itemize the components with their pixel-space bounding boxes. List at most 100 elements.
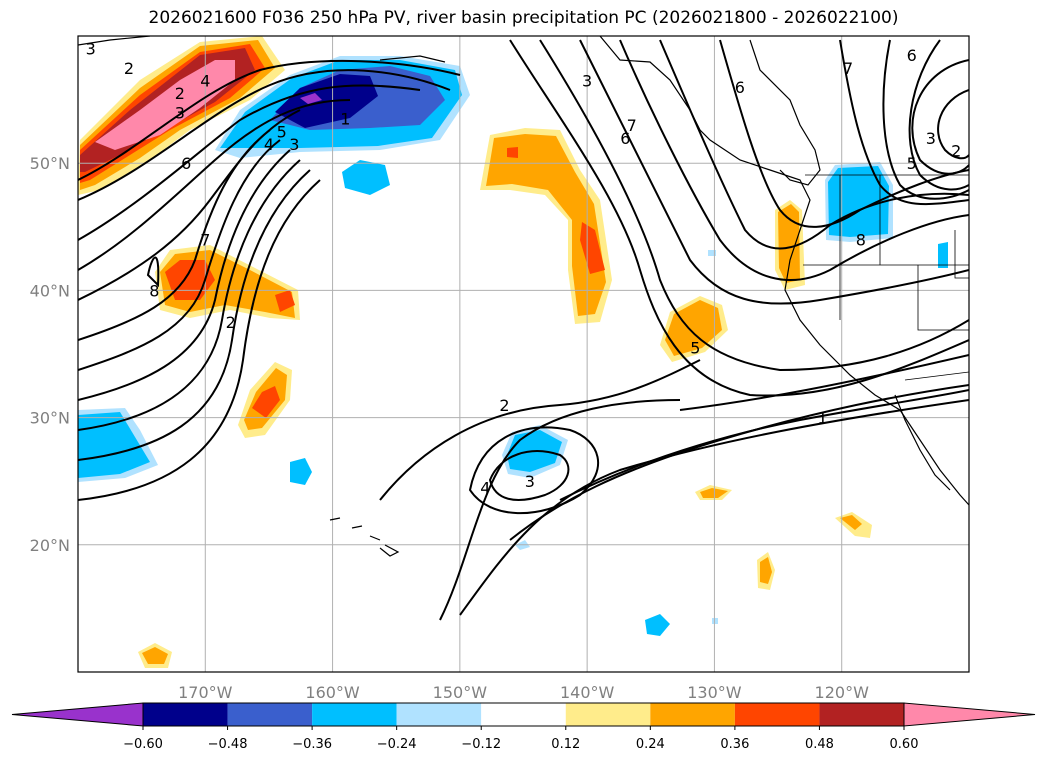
lat-label: 50°N: [30, 154, 70, 173]
pv-contour-label: 1: [340, 110, 350, 129]
lat-label: 30°N: [30, 409, 70, 428]
lon-label: 120°W: [815, 683, 870, 702]
pv-contour-label: 7: [627, 116, 637, 135]
shade-purple: [300, 93, 322, 104]
pv-contour-east-1: [509, 39, 969, 397]
pv-contour-trough-4: [488, 450, 570, 501]
shade-tiny-orange-4b: [142, 647, 168, 664]
shade-west-blue: [78, 412, 150, 478]
pv-contour-east-2: [539, 39, 969, 372]
colorbar-segment: [734, 703, 820, 726]
colorbar-frame: [142, 702, 905, 727]
shade-small-blue-2: [290, 458, 312, 485]
pv-contour-label: 2: [124, 59, 134, 78]
shade-tiny-blue-4: [712, 618, 718, 624]
pv-contour-label: 3: [525, 472, 535, 491]
aleutians: [78, 36, 446, 63]
shade-nw-pink: [95, 60, 235, 150]
pv-contour-d: [78, 99, 351, 271]
pv-contour-b: [78, 69, 451, 201]
pv-contour-ne-closed-2: [937, 89, 969, 160]
alaska-coast: [599, 36, 969, 506]
shade-tiny-orange-3b: [760, 557, 772, 584]
pv-contour-label: 7: [200, 231, 210, 250]
pv-contours: [78, 39, 969, 621]
lon-label: 150°W: [433, 683, 488, 702]
pv-contour-south-4: [679, 354, 969, 411]
hawaii: [329, 517, 400, 557]
map-frame: [77, 35, 970, 673]
lat-label: 40°N: [30, 281, 70, 300]
shade-coast-orange: [778, 204, 800, 283]
colorbar-segment: [650, 703, 735, 726]
colorbar-label: 0.36: [720, 737, 749, 752]
pv-contour-trough-2: [439, 399, 681, 621]
pv-contour-label: 8: [856, 231, 866, 250]
pv-contour-label: 6: [735, 78, 745, 97]
pv-contour-trough-3: [468, 426, 599, 515]
pv-contour-east-6: [719, 39, 969, 228]
pv-contour-east-8: [882, 39, 969, 200]
colorbar-label: −0.12: [461, 737, 501, 752]
colorbar-segment: [227, 703, 313, 726]
colorbar-segment: [312, 703, 397, 726]
lon-label: 130°W: [687, 683, 742, 702]
pv-contour-ne-closed: [911, 59, 969, 175]
colorbar-label: −0.24: [377, 737, 417, 752]
pv-contour-f: [78, 129, 271, 341]
shade-center-red2: [507, 147, 518, 158]
shade-blue-small: [342, 160, 390, 195]
pv-contour-i: [78, 159, 301, 431]
shade-center-orange: [486, 134, 606, 316]
pv-contour-east-3: [579, 39, 969, 305]
coastlines: [78, 36, 969, 557]
pv-contour-label: 1: [818, 409, 828, 428]
pv-contour-j: [78, 169, 311, 461]
pv-contour-label: 3: [175, 103, 185, 122]
pv-contour-k: [78, 179, 321, 501]
latitude-labels: 50°N 40°N 30°N 20°N: [30, 154, 70, 555]
pv-contour-label: 4: [200, 72, 210, 91]
pv-contour-south-1: [459, 399, 969, 616]
colorbar-label: 0.12: [551, 737, 580, 752]
colorbar-label: −0.48: [208, 737, 248, 752]
map-title: 2026021600 F036 250 hPa PV, river basin …: [148, 8, 899, 28]
gridlines: [78, 36, 969, 672]
colorbar: −0.60 −0.48 −0.36 −0.24 −0.12 0.12 0.24 0.36 0.4…: [11, 702, 1036, 752]
pv-contour-label: 6: [620, 129, 630, 148]
pv-contour-label: 8: [149, 281, 159, 300]
pv-contour-l: [146, 256, 160, 288]
mexico-border: [904, 371, 969, 381]
colorbar-segment: [565, 703, 651, 726]
precip-shading: [78, 36, 948, 668]
lat-label: 20°N: [30, 536, 70, 555]
pv-contour-label: 4: [480, 479, 490, 498]
pv-contour-label: 5: [277, 122, 287, 141]
pv-contour-h: [78, 149, 291, 401]
pv-contour-label: 4: [264, 135, 274, 154]
pv-contour-label: 7: [843, 59, 853, 78]
lon-label: 160°W: [305, 683, 360, 702]
shade-center-red1: [580, 222, 605, 274]
pv-contour-label: 3: [86, 40, 96, 59]
colorbar-label: 0.60: [890, 737, 919, 752]
pv-contour-label: 3: [582, 72, 592, 91]
colorbar-label: 0.24: [636, 737, 665, 752]
lon-label: 170°W: [178, 683, 233, 702]
pv-contour-trough-1: [379, 359, 701, 501]
pv-contour-c: [78, 84, 421, 241]
colorbar-extend-low: [11, 702, 144, 727]
longitude-labels: 170°W 160°W 150°W 140°W 130°W 120°W: [178, 683, 869, 702]
colorbar-segment: [481, 703, 566, 726]
pv-contour-label: 5: [907, 154, 917, 173]
pv-contour-label: 2: [951, 141, 961, 160]
shade-mid-red2: [275, 290, 295, 312]
pv-contour-east-4: [619, 39, 969, 281]
lon-label: 140°W: [560, 683, 615, 702]
baja-coast: [894, 394, 951, 491]
pv-contour-g: [78, 139, 281, 371]
pv-contour-east-7: [839, 39, 969, 206]
pv-contour-label: 6: [907, 46, 917, 65]
colorbar-extend-high: [903, 702, 1036, 727]
